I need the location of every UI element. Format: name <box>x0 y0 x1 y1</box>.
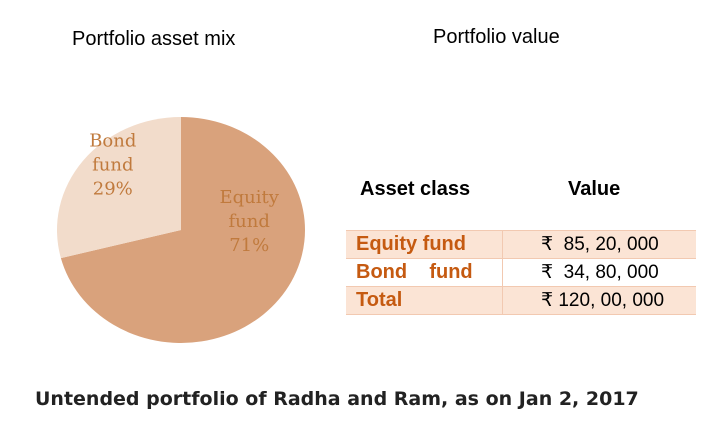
footer-caption: Untended portfolio of Radha and Ram, as … <box>35 388 639 410</box>
asset-mix-pie-chart: Equity fund 71% Bond fund 29% <box>56 117 306 343</box>
value-cell: ₹ 120, 00, 000 <box>541 290 665 311</box>
table-row-total: Total ₹ 120, 00, 000 <box>346 286 696 315</box>
table-header: Asset class Value <box>346 178 696 230</box>
pie-slice <box>60 117 306 343</box>
value-cell: ₹ 34, 80, 000 <box>541 262 659 283</box>
header-asset-class: Asset class <box>360 178 471 200</box>
asset-class-cell: Equity fund <box>356 233 466 255</box>
pie-slice-label: Equity fund 71% <box>219 187 279 256</box>
table-row: Bond fund ₹ 34, 80, 000 <box>346 258 696 286</box>
portfolio-value-table: Asset class Value Equity fund ₹ 85, 20, … <box>346 178 696 315</box>
asset-class-cell: Bond fund <box>356 261 473 283</box>
header-value: Value <box>568 178 621 200</box>
pie-slice-label: Bond fund 29% <box>89 130 136 199</box>
table-row: Equity fund ₹ 85, 20, 000 <box>346 230 696 258</box>
pie-chart-title: Portfolio asset mix <box>72 28 236 50</box>
asset-class-cell: Total <box>356 289 403 311</box>
value-cell: ₹ 85, 20, 000 <box>541 234 659 255</box>
pie-slice <box>56 117 181 259</box>
portfolio-value-title: Portfolio value <box>433 26 560 48</box>
